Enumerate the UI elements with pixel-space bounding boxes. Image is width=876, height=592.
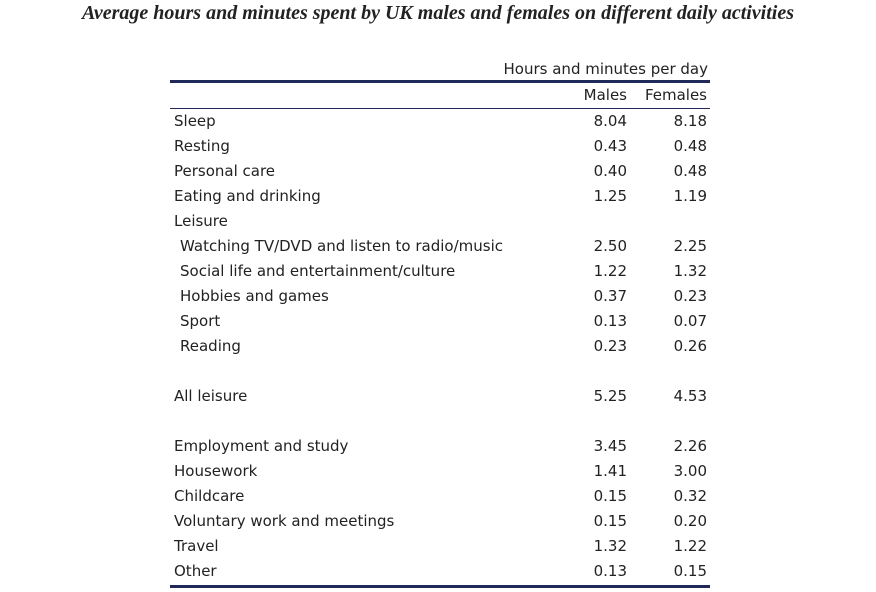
column-header-males: Males [583,86,627,104]
row-label: Hobbies and games [180,287,329,305]
column-header-label [170,83,569,108]
females-value: 2.26 [673,437,707,455]
row-label: Other [174,562,217,580]
males-value: 1.25 [593,187,627,205]
table-row: All leisure 5.25 4.53 [170,384,710,409]
table-body: Sleep 8.04 8.18 Resting 0.43 0.48 Personal car… [170,109,710,584]
row-label: Childcare [174,487,245,505]
table-row: Resting 0.43 0.48 [170,134,710,159]
row-label: Leisure [174,212,228,230]
males-value: 0.23 [593,337,627,355]
females-value: 8.18 [673,112,707,130]
females-value [627,209,710,234]
males-value: 2.50 [593,237,627,255]
females-value: 0.15 [673,562,707,580]
females-value: 4.53 [673,387,707,405]
males-value: 8.04 [593,112,627,130]
table-row: Employment and study 3.45 2.26 [170,434,710,459]
bottom-rule [170,585,710,588]
males-value: 0.43 [593,137,627,155]
row-label: Reading [180,337,241,355]
table-row: Reading 0.23 0.26 [170,334,710,359]
spacer-row [170,409,710,434]
males-value: 0.37 [593,287,627,305]
table-row: Travel 1.32 1.22 [170,534,710,559]
males-value: 1.22 [593,262,627,280]
chart-title: Average hours and minutes spent by UK ma… [81,2,795,24]
females-value: 1.22 [673,537,707,555]
column-header-row: Males Females [170,83,710,109]
table-row: Childcare 0.15 0.32 [170,484,710,509]
table-row: Social life and entertainment/culture 1.2… [170,259,710,284]
table-row: Other 0.13 0.15 [170,559,710,584]
activity-table: Hours and minutes per day Males Females … [170,58,710,588]
row-label: Watching TV/DVD and listen to radio/musi… [180,237,503,255]
males-value: 1.32 [593,537,627,555]
row-label: Travel [174,537,219,555]
row-label: Housework [174,462,258,480]
males-value: 0.13 [593,562,627,580]
row-label: Employment and study [174,437,349,455]
table-row: Leisure [170,209,710,234]
females-value: 0.26 [673,337,707,355]
row-label: Voluntary work and meetings [174,512,395,530]
table-row: Hobbies and games 0.37 0.23 [170,284,710,309]
row-label: All leisure [174,387,248,405]
males-value: 3.45 [593,437,627,455]
table-row: Personal care 0.40 0.48 [170,159,710,184]
females-value: 0.48 [673,162,707,180]
row-label: Resting [174,137,230,155]
males-value: 0.15 [593,487,627,505]
table-row: Eating and drinking 1.25 1.19 [170,184,710,209]
females-value: 0.32 [673,487,707,505]
table-row: Sleep 8.04 8.18 [170,109,710,134]
females-value: 0.23 [673,287,707,305]
row-label: Personal care [174,162,276,180]
row-label: Social life and entertainment/culture [180,262,456,280]
table-row: Sport 0.13 0.07 [170,309,710,334]
table-row: Watching TV/DVD and listen to radio/musi… [170,234,710,259]
females-value: 1.19 [673,187,707,205]
females-value: 0.07 [673,312,707,330]
males-value: 5.25 [593,387,627,405]
males-value: 1.41 [593,462,627,480]
females-value: 0.48 [673,137,707,155]
females-value: 2.25 [673,237,707,255]
table-row: Voluntary work and meetings 0.15 0.20 [170,509,710,534]
row-label: Sleep [174,112,216,130]
males-value: 0.15 [593,512,627,530]
row-label: Sport [180,312,221,330]
group-header: Hours and minutes per day [170,58,710,83]
row-label: Eating and drinking [174,187,321,205]
females-value: 1.32 [673,262,707,280]
spacer-row [170,359,710,384]
females-value: 0.20 [673,512,707,530]
females-value: 3.00 [673,462,707,480]
table-row: Housework 1.41 3.00 [170,459,710,484]
males-value [569,209,627,234]
column-header-females: Females [644,86,707,104]
males-value: 0.40 [593,162,627,180]
males-value: 0.13 [593,312,627,330]
